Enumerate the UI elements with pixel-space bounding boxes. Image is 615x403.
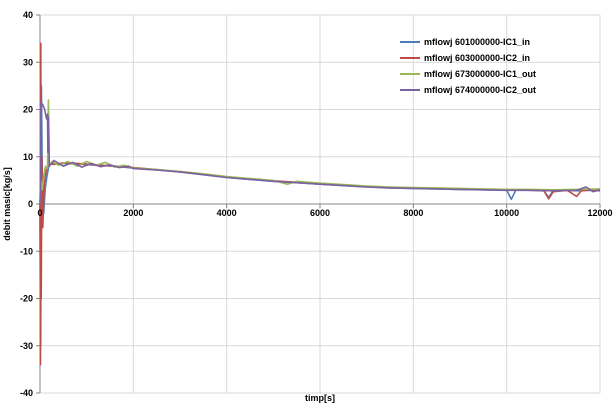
- legend-label: mflowj 674000000-IC2_out: [424, 85, 536, 95]
- x-tick-label: 8000: [403, 208, 423, 218]
- legend-label: mflowj 673000000-IC1_out: [424, 69, 536, 79]
- x-tick-label: 2000: [123, 208, 143, 218]
- tick-labels: 0 2000 4000 6000 8000 10000 12000 -40 -30 -20 -10 0…: [20, 10, 613, 398]
- series-line-4: [39, 101, 601, 205]
- x-tick-label: 12000: [587, 208, 612, 218]
- y-axis-title: debit masic[kg/s]: [2, 167, 12, 241]
- y-tick-label: -20: [20, 294, 33, 304]
- y-tick-label: 30: [23, 57, 33, 67]
- y-tick-label: 0: [28, 199, 33, 209]
- y-tick-label: -30: [20, 341, 33, 351]
- x-tick-label: 4000: [217, 208, 237, 218]
- legend-label: mflowj 601000000-IC1_in: [424, 37, 530, 47]
- legend-label: mflowj 603000000-IC2_in: [424, 53, 530, 63]
- y-tick-label: 20: [23, 105, 33, 115]
- series-lines: [39, 42, 601, 366]
- x-tick-label: 10000: [494, 208, 519, 218]
- y-tick-label: 40: [23, 10, 33, 20]
- y-tick-label: 10: [23, 152, 33, 162]
- x-tick-label: 6000: [310, 208, 330, 218]
- x-axis-title: timp[s]: [305, 393, 335, 403]
- y-tick-label: -10: [20, 246, 33, 256]
- y-tick-label: -40: [20, 388, 33, 398]
- x-tick-label: 0: [37, 208, 42, 218]
